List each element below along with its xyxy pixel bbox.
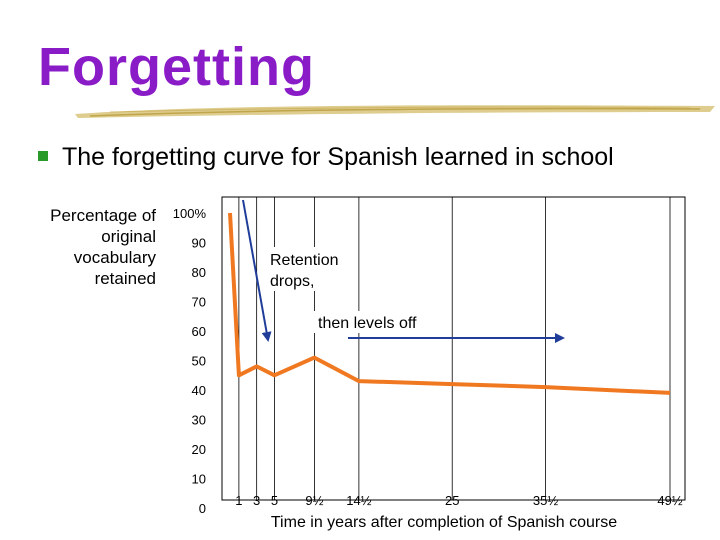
x-tick-label: 3 <box>253 493 260 508</box>
y-tick-label: 10 <box>192 472 206 487</box>
y-tick-label: 30 <box>192 413 206 428</box>
y-tick-label: 60 <box>192 324 206 339</box>
x-tick-label: 49½ <box>657 493 682 508</box>
x-tick-label: 14½ <box>346 493 371 508</box>
x-tick-label: 9½ <box>305 493 323 508</box>
x-tick-label: 35½ <box>533 493 558 508</box>
bullet-square-icon <box>38 151 48 162</box>
y-axis-label-line: Percentage of <box>50 206 156 225</box>
title-underline-brush <box>75 105 715 118</box>
x-axis-label: Time in years after completion of Spanis… <box>271 514 617 531</box>
y-tick-label: 20 <box>192 442 206 457</box>
y-axis-label-line: retained <box>94 269 156 288</box>
bullet-text: The forgetting curve for Spanish learned… <box>62 143 614 171</box>
bullet-item: The forgetting curve for Spanish learned… <box>38 143 614 172</box>
y-tick-label: 90 <box>192 236 206 251</box>
y-axis-label-line: original <box>101 227 156 246</box>
annotation-levels-off: then levels off <box>318 315 417 332</box>
y-axis-label-line: vocabulary <box>73 248 156 267</box>
y-tick-label: 80 <box>192 265 206 280</box>
annotation-background <box>314 311 438 333</box>
y-tick-label: 50 <box>192 354 206 369</box>
plot-frame <box>221 196 686 501</box>
y-tick-label: 70 <box>192 295 206 310</box>
annotation-drops: drops, <box>270 273 314 290</box>
y-tick-label: 100% <box>173 206 207 221</box>
y-axis-label: Percentage of original vocabulary retain… <box>20 205 156 289</box>
y-tick-label: 0 <box>199 501 206 516</box>
x-tick-label: 5 <box>271 493 278 508</box>
slide-title: Forgetting <box>38 37 315 97</box>
x-tick-label: 25 <box>445 493 459 508</box>
annotation-retention: Retention <box>270 252 339 269</box>
x-tick-label: 1 <box>235 493 242 508</box>
series-line <box>228 212 671 395</box>
annotation-background <box>266 247 354 291</box>
retention-drop-arrow <box>242 199 272 342</box>
y-tick-label: 40 <box>192 383 206 398</box>
